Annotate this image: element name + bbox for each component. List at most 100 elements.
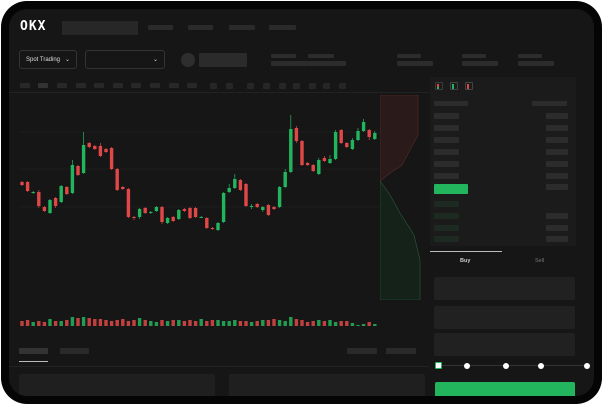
volume-bar	[345, 321, 349, 326]
candlestick-chart[interactable]	[9, 9, 429, 339]
nav-item[interactable]	[188, 25, 213, 30]
volume-bar	[322, 321, 327, 326]
volume-bar	[305, 322, 310, 326]
ask-amount	[546, 161, 568, 167]
candle-body	[261, 207, 265, 210]
slider-track[interactable]	[439, 365, 587, 366]
slider-stop-50[interactable]	[503, 363, 509, 369]
orderbook-asks-icon[interactable]	[465, 82, 473, 90]
bid-price	[434, 201, 459, 207]
stat-value	[308, 61, 346, 66]
timeframe-button[interactable]	[20, 83, 30, 88]
volume-bar	[266, 320, 271, 326]
timeframe-button[interactable]	[76, 83, 86, 88]
ruler-icon[interactable]	[293, 83, 300, 89]
chevron-down-icon[interactable]	[226, 83, 233, 89]
candle-body	[277, 187, 282, 207]
search-placeholder[interactable]	[62, 21, 138, 35]
market-type-dropdown[interactable]: Spot Trading ⌄	[19, 50, 77, 69]
chevron-down-icon: ⌄	[152, 57, 158, 63]
ask-depth-area	[380, 95, 419, 182]
candle-body	[42, 207, 47, 211]
candle-body	[345, 143, 349, 147]
price-input[interactable]	[434, 277, 575, 300]
timeframe-button[interactable]	[169, 83, 179, 88]
timeframe-button[interactable]	[57, 83, 67, 88]
bid-amount	[546, 225, 568, 231]
candle-body	[109, 148, 114, 169]
tab-open-orders[interactable]	[19, 348, 48, 354]
candle-body	[305, 163, 310, 165]
timeframe-button[interactable]	[38, 83, 48, 88]
volume-bar	[59, 321, 63, 326]
chevron-down-icon[interactable]	[263, 83, 270, 89]
nav-item[interactable]	[148, 25, 173, 30]
candle-body	[356, 131, 360, 140]
candle-body	[322, 158, 327, 161]
candle-body	[333, 132, 338, 159]
filter-button[interactable]	[347, 348, 377, 354]
candle-body	[48, 200, 52, 213]
candle-body	[171, 217, 175, 221]
total-input[interactable]	[434, 333, 575, 356]
okx-logo[interactable]: OKX	[20, 19, 47, 34]
slider-handle[interactable]	[435, 362, 442, 369]
slider-stop-25[interactable]	[464, 363, 470, 369]
volume-bar	[210, 320, 215, 326]
nav-item[interactable]	[269, 25, 296, 30]
candle-body	[227, 188, 231, 192]
volume-bar	[216, 320, 220, 326]
volume-bar	[361, 324, 366, 326]
candle-body	[98, 146, 103, 156]
volume-bar	[171, 320, 175, 326]
amount-input[interactable]	[434, 306, 575, 329]
nav-item[interactable]	[229, 25, 255, 30]
candle-body	[249, 206, 254, 207]
pair-dropdown[interactable]: ⌄	[85, 50, 165, 69]
trend-icon[interactable]	[279, 83, 286, 89]
volume-bar	[227, 321, 231, 326]
candle-body	[238, 180, 243, 190]
candle-body	[311, 165, 315, 171]
candle-body	[37, 192, 41, 206]
fullscreen-icon[interactable]	[339, 83, 346, 89]
camera-icon[interactable]	[309, 83, 316, 89]
volume-bar	[356, 325, 360, 326]
slider-stop-100[interactable]	[584, 363, 590, 369]
indicator-icon[interactable]	[210, 83, 217, 89]
ask-amount	[546, 137, 568, 143]
tab-order-history[interactable]	[60, 348, 89, 354]
volume-bar	[205, 321, 209, 326]
timeframe-button[interactable]	[187, 83, 197, 88]
buy-tab[interactable]: Buy	[460, 258, 471, 264]
timeframe-button[interactable]	[131, 83, 141, 88]
candle-body	[87, 143, 91, 147]
volume-bar	[20, 321, 24, 326]
candle-body	[300, 141, 304, 165]
candle-body	[244, 184, 248, 206]
candle-body	[126, 189, 131, 217]
volume-bar	[31, 322, 35, 326]
depth-chart	[380, 95, 421, 300]
filter-button[interactable]	[386, 348, 416, 354]
candle-body	[137, 209, 142, 217]
volume-bar	[182, 321, 187, 326]
buy-button[interactable]	[435, 382, 575, 396]
timeframe-button[interactable]	[113, 83, 123, 88]
timeframe-button[interactable]	[150, 83, 160, 88]
volume-bar	[255, 321, 259, 326]
sell-tab[interactable]: Sell	[535, 258, 545, 264]
slider-stop-75[interactable]	[538, 363, 544, 369]
candle-body	[361, 122, 366, 131]
volume-bar	[339, 321, 343, 326]
orderbook-both-icon[interactable]	[435, 82, 443, 90]
cursor-icon[interactable]	[247, 83, 254, 89]
settings-icon[interactable]	[323, 83, 330, 89]
ask-amount	[546, 173, 568, 179]
candle-body	[115, 169, 119, 190]
orderbook-bids-icon[interactable]	[450, 82, 458, 90]
buy-tab-underline	[430, 251, 502, 252]
timeframe-button[interactable]	[94, 83, 104, 88]
ask-price	[434, 125, 459, 131]
volume-bar	[177, 320, 181, 326]
